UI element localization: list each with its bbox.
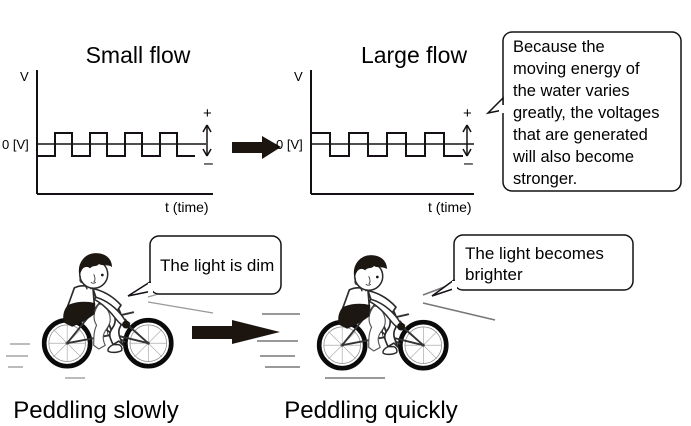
svg-text:that are generated: that are generated bbox=[513, 126, 648, 144]
svg-text:0 [V]: 0 [V] bbox=[276, 137, 303, 152]
svg-text:–: – bbox=[204, 155, 213, 172]
svg-text:the water varies: the water varies bbox=[513, 82, 629, 100]
svg-text:V: V bbox=[294, 69, 303, 84]
svg-text:The light becomes: The light becomes bbox=[465, 244, 604, 263]
svg-text:greatly, the voltages: greatly, the voltages bbox=[513, 104, 659, 122]
svg-text:The light is dim: The light is dim bbox=[160, 256, 274, 275]
svg-text:Peddling quickly: Peddling quickly bbox=[284, 397, 457, 424]
svg-text:+: + bbox=[203, 105, 212, 122]
svg-text:–: – bbox=[464, 155, 473, 172]
svg-text:V: V bbox=[20, 69, 29, 84]
svg-text:+: + bbox=[463, 105, 472, 122]
svg-text:moving energy of: moving energy of bbox=[513, 60, 640, 78]
svg-text:stronger.: stronger. bbox=[513, 170, 577, 188]
svg-text:Peddling slowly: Peddling slowly bbox=[13, 397, 178, 424]
svg-text:t (time): t (time) bbox=[428, 199, 472, 215]
svg-text:t (time): t (time) bbox=[165, 199, 209, 215]
svg-text:Because the: Because the bbox=[513, 38, 605, 56]
svg-text:Large flow: Large flow bbox=[361, 42, 468, 68]
svg-text:brighter: brighter bbox=[465, 265, 523, 284]
svg-text:will also become: will also become bbox=[512, 148, 634, 166]
svg-text:Small flow: Small flow bbox=[86, 42, 191, 68]
svg-text:0 [V]: 0 [V] bbox=[2, 137, 29, 152]
